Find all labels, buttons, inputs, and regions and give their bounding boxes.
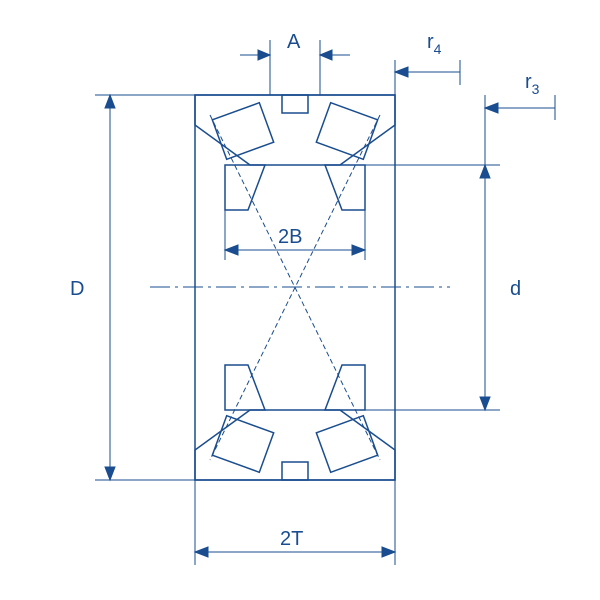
bearing-diagram: D d A 2T 2B r4 r3: [0, 0, 600, 600]
dim-D: [0, 0, 195, 480]
upper-section: [195, 95, 395, 210]
label-D: D: [70, 278, 84, 300]
dim-r4: [395, 60, 460, 95]
label-r3: r3: [525, 71, 540, 97]
dim-2T: [195, 480, 395, 565]
label-A: A: [287, 31, 301, 53]
label-2B: 2B: [278, 226, 302, 248]
lower-section: [195, 365, 395, 480]
dim-r3: [485, 95, 555, 165]
label-2T: 2T: [280, 528, 303, 550]
label-d: d: [510, 278, 521, 300]
label-r4: r4: [427, 31, 442, 57]
diagram-container: D d A 2T 2B r4 r3: [0, 0, 600, 600]
